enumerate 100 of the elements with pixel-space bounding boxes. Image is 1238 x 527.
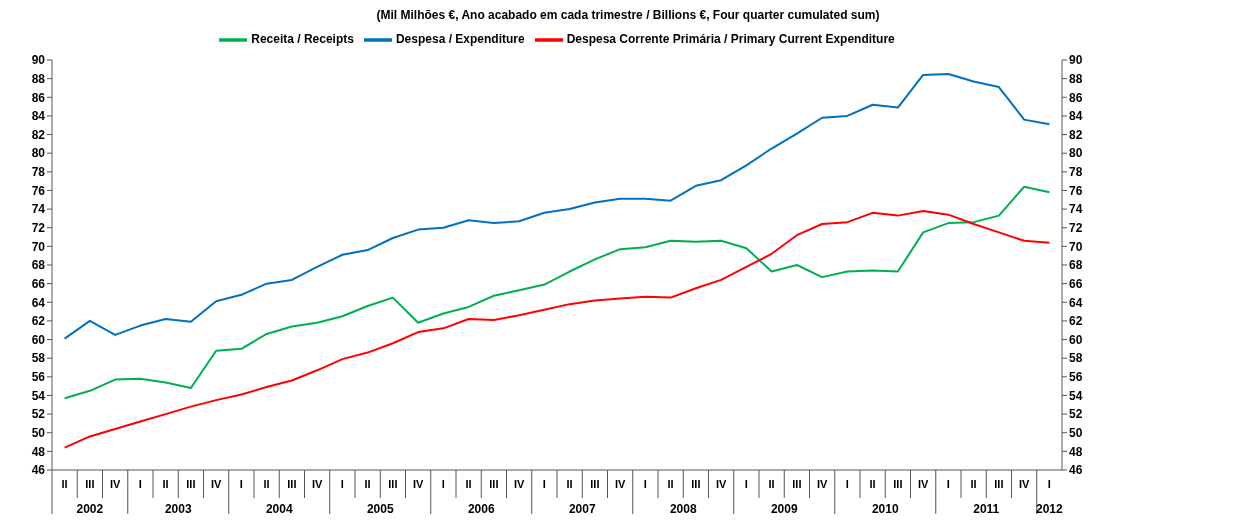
y2-tick-label: 70: [1069, 239, 1083, 254]
x-tick-label: II: [364, 478, 371, 490]
y2-tick-label: 82: [1069, 127, 1083, 142]
x-tick-label: II: [768, 478, 775, 490]
y-tick-label: 84: [31, 109, 46, 124]
y2-tick-label: 60: [1069, 332, 1083, 347]
x-tick-label: II: [566, 478, 573, 490]
x-tick-label: II: [869, 478, 876, 490]
x-tick-label: I: [239, 478, 243, 490]
text: 2010: [871, 502, 899, 516]
y-tick-label: 82: [31, 127, 46, 142]
y2-tick-label: 56: [1069, 370, 1083, 385]
y2-tick-label: 80: [1069, 146, 1083, 161]
y-tick-label: 70: [31, 239, 46, 254]
y2-tick-label: 58: [1069, 351, 1083, 366]
text: 2011: [973, 502, 1000, 516]
x-tick-label: III: [994, 478, 1004, 490]
x-tick-label: IV: [614, 478, 626, 490]
y2-tick-label: 54: [1069, 388, 1083, 403]
x-tick-label: IV: [715, 478, 727, 490]
x-tick-label: IV: [210, 478, 222, 490]
line-series: [63, 209, 1051, 449]
y2-tick-label: 50: [1069, 425, 1083, 440]
x-tick-label: I: [643, 478, 647, 490]
y2-tick-label: 48: [1069, 444, 1083, 459]
y-tick-label: 86: [31, 90, 46, 105]
x-tick-label: III: [186, 478, 196, 490]
y-tick-label: 66: [31, 276, 46, 291]
y2-tick-label: 64: [1069, 295, 1083, 310]
x-tick-label: IV: [917, 478, 929, 490]
text: 2004: [265, 502, 293, 516]
x-tick-label: I: [744, 478, 748, 490]
y2-tick-label: 46: [1069, 463, 1083, 478]
y-tick-label: 78: [31, 165, 46, 180]
y-tick-label: 54: [31, 388, 46, 403]
chart-title: (Mil Milhões €, Ano acabado em cada trimestre / Billions €, Four quarter cumulated sum): [375, 8, 881, 22]
x-tick-label: III: [691, 478, 701, 490]
text: 2008: [669, 502, 697, 516]
x-tick-label: II: [61, 478, 68, 490]
y-tick-label: 48: [31, 444, 46, 459]
x-tick-label: III: [287, 478, 297, 490]
text: 2002: [76, 502, 104, 516]
x-tick-label: II: [263, 478, 270, 490]
y-tick-label: 60: [31, 332, 46, 347]
legend-label: Receita / Receipts: [251, 32, 354, 47]
text: 2009: [770, 502, 798, 516]
x-tick-label: IV: [109, 478, 121, 490]
y-tick-label: 62: [31, 314, 46, 329]
y2-tick-label: 78: [1069, 165, 1083, 180]
x-tick-label: III: [489, 478, 499, 490]
y2-tick-label: 84: [1069, 109, 1083, 124]
text: 2007: [568, 502, 596, 516]
legend-label: Despesa Corrente Primária / Primary Current Expenditure: [566, 32, 895, 47]
text: 2012: [1036, 502, 1064, 516]
y2-tick-label: 88: [1069, 71, 1083, 86]
x-tick-label: IV: [311, 478, 323, 490]
y-tick-label: 56: [31, 370, 46, 385]
x-tick-label: III: [388, 478, 398, 490]
line-series: [63, 185, 1051, 400]
x-tick-label: III: [590, 478, 600, 490]
y-tick-label: 52: [31, 407, 46, 422]
y-tick-label: 46: [31, 463, 46, 478]
line-series: [63, 72, 1051, 340]
y2-tick-label: 76: [1069, 183, 1083, 198]
x-tick-label: II: [162, 478, 169, 490]
y2-tick-label: 62: [1069, 314, 1083, 329]
x-tick-label: IV: [816, 478, 828, 490]
x-tick-label: I: [441, 478, 445, 490]
x-tick-label: III: [85, 478, 95, 490]
x-tick-label: I: [542, 478, 546, 490]
y2-tick-label: 74: [1069, 202, 1083, 217]
y-tick-label: 76: [31, 183, 46, 198]
x-tick-label: I: [845, 478, 849, 490]
y2-tick-label: 68: [1069, 258, 1083, 273]
y2-tick-label: 52: [1069, 407, 1083, 422]
x-tick-label: I: [138, 478, 142, 490]
x-tick-label: II: [465, 478, 472, 490]
y-tick-label: 72: [31, 220, 46, 235]
text: 2006: [467, 502, 495, 516]
x-tick-label: I: [340, 478, 344, 490]
text: 2005: [366, 502, 394, 516]
y-tick-label: 64: [31, 295, 46, 310]
x-tick-label: IV: [1018, 478, 1030, 490]
legend-label: Despesa / Expenditure: [395, 32, 525, 47]
text: 2003: [164, 502, 192, 516]
x-tick-label: III: [792, 478, 802, 490]
y-tick-label: 74: [31, 202, 46, 217]
x-tick-label: II: [667, 478, 674, 490]
x-tick-label: IV: [412, 478, 424, 490]
y-tick-label: 88: [31, 71, 46, 86]
x-tick-label: I: [946, 478, 950, 490]
y-tick-label: 80: [31, 146, 46, 161]
y2-tick-label: 90: [1069, 53, 1083, 68]
y-tick-label: 68: [31, 258, 46, 273]
y2-tick-label: 66: [1069, 276, 1083, 291]
y-tick-label: 50: [31, 425, 46, 440]
x-tick-label: I: [1047, 478, 1051, 490]
x-tick-label: IV: [513, 478, 525, 490]
y2-tick-label: 86: [1069, 90, 1083, 105]
y-tick-label: 58: [31, 351, 46, 366]
